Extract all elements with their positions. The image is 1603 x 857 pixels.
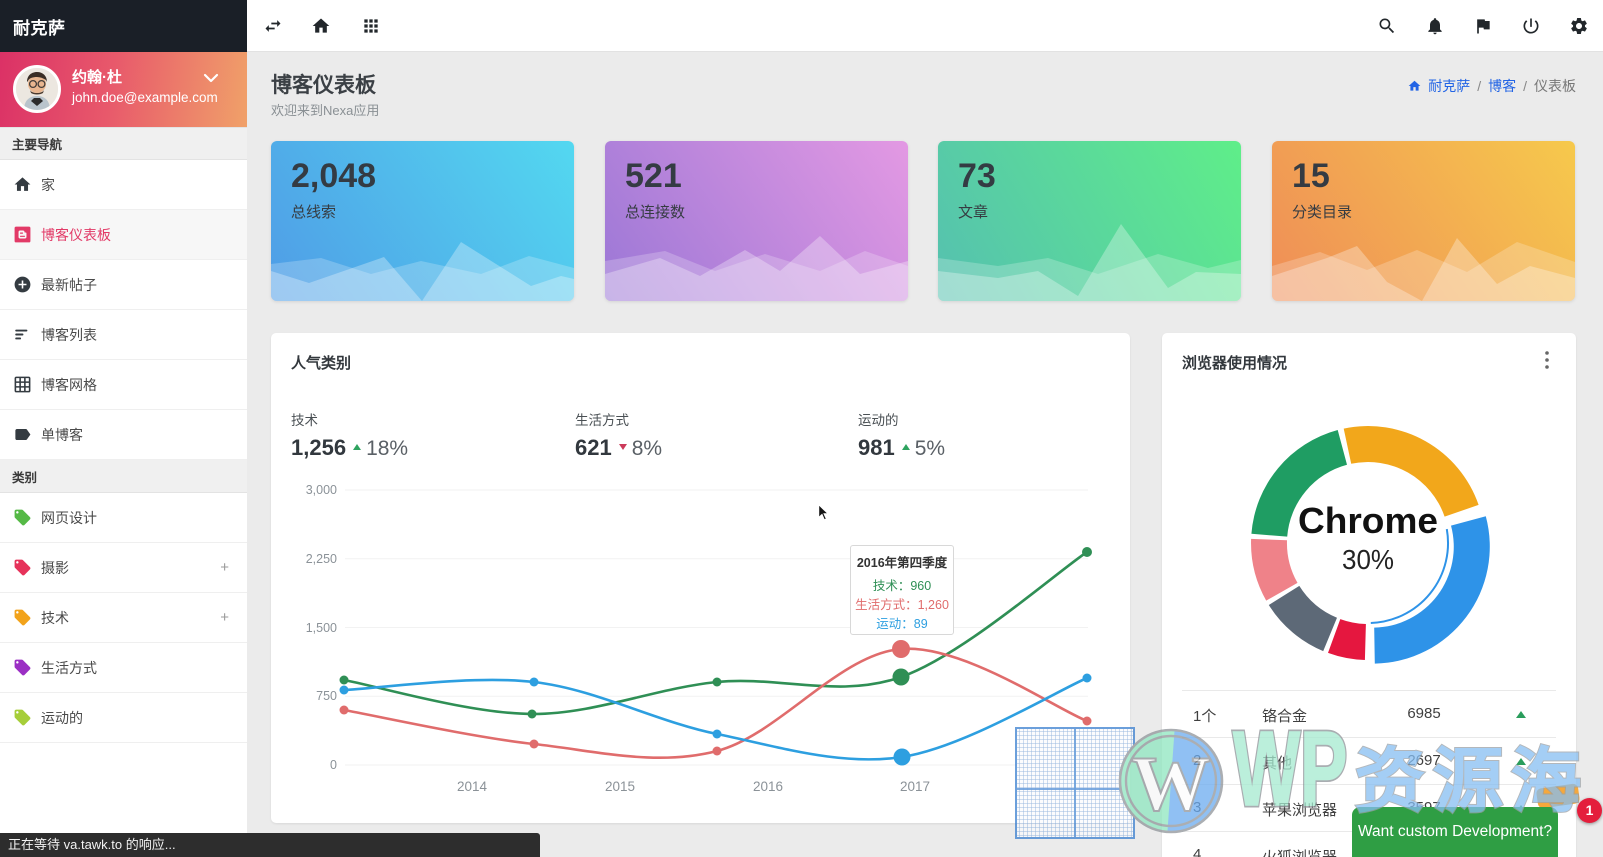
svg-text:1,500: 1,500	[306, 621, 337, 635]
svg-text:2016: 2016	[753, 779, 783, 794]
svg-text:Chrome: Chrome	[1298, 500, 1438, 541]
svg-text:2,250: 2,250	[306, 552, 337, 566]
svg-text:2014: 2014	[457, 779, 488, 794]
svg-text:2017: 2017	[900, 779, 930, 794]
svg-text:2015: 2015	[605, 779, 635, 794]
svg-text:3,000: 3,000	[306, 483, 337, 497]
svg-text:750: 750	[316, 689, 337, 703]
svg-text:0: 0	[330, 758, 337, 772]
svg-text:30%: 30%	[1342, 544, 1394, 575]
